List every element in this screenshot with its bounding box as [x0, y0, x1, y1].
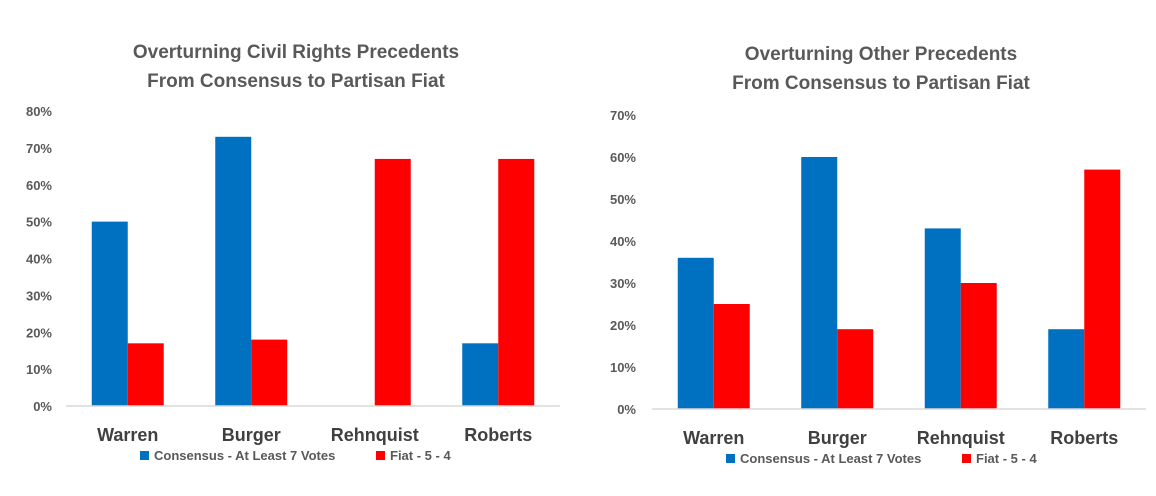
chart-2: Overturning Other Precedents From Consens…	[610, 44, 1146, 466]
bar-roberts-fiat	[1084, 169, 1121, 409]
legend-label: Fiat - 5 - 4	[390, 448, 451, 463]
y-tick-label: 40%	[26, 252, 52, 267]
y-tick-label: 0%	[33, 399, 52, 414]
bar-roberts-consensus	[462, 343, 499, 406]
y-tick-label: 30%	[610, 276, 636, 291]
bar-burger-consensus	[215, 136, 252, 406]
y-tick-label: 10%	[610, 360, 636, 375]
bar-roberts-fiat	[498, 158, 535, 406]
y-tick-label: 20%	[610, 318, 636, 333]
legend-swatch	[140, 451, 149, 460]
chart-1: Overturning Civil Rights Precedents From …	[26, 42, 560, 463]
bar-rehnquist-fiat	[374, 158, 411, 406]
legend-label: Consensus - At Least 7 Votes	[154, 448, 335, 463]
y-tick-label: 60%	[26, 178, 52, 193]
legend-label: Fiat - 5 - 4	[976, 451, 1037, 466]
chart-title-line: Overturning Other Precedents	[745, 44, 1017, 65]
chart-title-line: From Consensus to Partisan Fiat	[147, 71, 445, 92]
y-tick-label: 50%	[610, 192, 636, 207]
x-tick-label: Rehnquist	[917, 428, 1005, 448]
bar-burger-fiat	[251, 339, 288, 406]
y-tick-label: 20%	[26, 325, 52, 340]
y-tick-label: 80%	[26, 104, 52, 119]
bar-warren-fiat	[127, 343, 164, 406]
x-tick-label: Burger	[808, 428, 867, 448]
chart-title: Overturning Other Precedents From Consens…	[732, 44, 1030, 94]
y-tick-label: 70%	[610, 108, 636, 123]
y-tick-label: 0%	[617, 402, 636, 417]
legend-swatch	[726, 454, 735, 463]
chart-title-line: Overturning Civil Rights Precedents	[133, 42, 459, 63]
bar-warren-consensus	[91, 221, 128, 406]
legend-label: Consensus - At Least 7 Votes	[740, 451, 921, 466]
legend-swatch	[376, 451, 385, 460]
y-tick-label: 70%	[26, 141, 52, 156]
bar-rehnquist-consensus	[924, 228, 961, 409]
y-tick-label: 10%	[26, 362, 52, 377]
x-tick-label: Rehnquist	[331, 425, 419, 445]
x-tick-label: Warren	[97, 425, 158, 445]
bar-burger-consensus	[801, 157, 838, 409]
bar-warren-fiat	[713, 304, 750, 409]
y-tick-label: 40%	[610, 234, 636, 249]
y-tick-label: 50%	[26, 215, 52, 230]
y-tick-label: 60%	[610, 150, 636, 165]
x-tick-label: Roberts	[464, 425, 532, 445]
bar-burger-fiat	[837, 329, 874, 409]
bar-warren-consensus	[677, 257, 714, 409]
chart-title: Overturning Civil Rights Precedents From …	[133, 42, 459, 92]
bar-rehnquist-fiat	[960, 283, 997, 409]
chart-title-line: From Consensus to Partisan Fiat	[732, 73, 1030, 94]
x-tick-label: Burger	[222, 425, 281, 445]
y-tick-label: 30%	[26, 288, 52, 303]
x-tick-label: Warren	[683, 428, 744, 448]
x-tick-label: Roberts	[1050, 428, 1118, 448]
bar-roberts-consensus	[1048, 329, 1085, 409]
legend-swatch	[962, 454, 971, 463]
